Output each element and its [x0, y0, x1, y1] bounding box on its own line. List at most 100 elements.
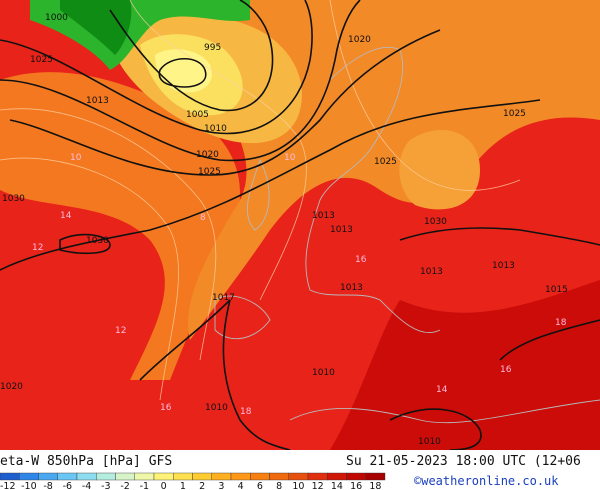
theta-label: 18 — [240, 407, 252, 417]
colorbar-cell — [230, 472, 251, 481]
colorbar-cell — [173, 472, 193, 481]
colorbar-label: -6 — [63, 481, 72, 490]
isobar — [399, 227, 600, 246]
isobar — [389, 408, 482, 451]
theta-line — [0, 157, 179, 401]
footer-bg — [0, 450, 600, 490]
isobar-label: 1013 — [340, 283, 363, 293]
coastline — [214, 158, 271, 340]
isobar-label: 1017 — [212, 293, 235, 303]
isobar-label: 1020 — [0, 382, 23, 392]
theta-label: 14 — [436, 385, 448, 395]
field-light-orange — [399, 130, 480, 210]
theta-line — [0, 108, 217, 361]
colorbar-label: -4 — [82, 481, 91, 490]
isobar-label: 1013 — [492, 261, 515, 271]
colorbar-label: -2 — [120, 481, 129, 490]
isobar-label: 1015 — [545, 285, 568, 295]
colorbar-label: -10 — [21, 481, 37, 490]
isobar — [222, 299, 291, 451]
isobar-label: 1030 — [424, 217, 447, 227]
colorbar-label: -1 — [140, 481, 149, 490]
colorbar-cell — [134, 472, 155, 481]
colorbar-cell — [115, 472, 135, 481]
colorbar-cell — [269, 472, 289, 481]
colorbar-cell — [96, 472, 116, 481]
colorbar-label: 10 — [292, 481, 304, 490]
theta-label: 16 — [500, 365, 512, 375]
colorbar-label: -3 — [101, 481, 110, 490]
colorbar-label: 4 — [238, 481, 244, 490]
isobar-label: 1025 — [198, 167, 221, 177]
isobar — [158, 57, 207, 88]
colorbar-label: 14 — [331, 481, 343, 490]
isobar-label: 1013 — [420, 267, 443, 277]
colorbar-label: 3 — [218, 481, 224, 490]
isobar — [59, 233, 111, 255]
isobar-label: 1010 — [205, 403, 228, 413]
colorbar-cell — [250, 472, 270, 481]
valid-time: Su 21-05-2023 18:00 UTC (12+06 — [346, 454, 581, 469]
colorbar-cell — [57, 472, 78, 481]
colorbar-cell — [153, 472, 174, 481]
theta-line — [329, 0, 521, 191]
isobar-label: 1020 — [348, 35, 371, 45]
theta-label: 16 — [160, 403, 172, 413]
colorbar-cell — [288, 472, 309, 481]
isobar-label: 995 — [204, 43, 221, 53]
isobar — [0, 0, 361, 162]
isobar-label: 1025 — [30, 55, 53, 65]
theta-label: 12 — [115, 326, 126, 336]
isobar-label: 1013 — [330, 225, 353, 235]
isobar-label: 1010 — [418, 437, 441, 447]
colorbar-cell — [76, 472, 97, 481]
isobar — [0, 99, 541, 271]
isobar-label: 1000 — [45, 13, 68, 23]
isobar — [9, 29, 441, 176]
colorbar-cell — [38, 472, 58, 481]
colorbar-cell — [192, 472, 212, 481]
colorbar-cell — [307, 472, 328, 481]
isobar-label: 1025 — [374, 157, 397, 167]
colorbar-label: 16 — [350, 481, 362, 490]
colorbar-label: 12 — [312, 481, 324, 490]
isobar-label: 1013 — [86, 96, 109, 106]
colorbar-label: -8 — [43, 481, 52, 490]
colorbar-label: 0 — [161, 481, 167, 490]
isobar-label: 1013 — [312, 211, 335, 221]
isobar-label: 1025 — [503, 109, 526, 119]
isobar — [499, 319, 600, 361]
colorbar: -12 -10 -8 -6 -4 -3 -2 -1 0 1 2 3 4 6 8 10 12 14 16 18 — [0, 472, 386, 490]
theta-label: 12 — [32, 243, 43, 253]
isobar — [109, 0, 274, 112]
field-warm — [330, 280, 600, 450]
isobar-label: 1010 — [204, 124, 227, 134]
colorbar-label: -12 — [0, 481, 16, 490]
colorbar-label: 8 — [276, 481, 282, 490]
isobar — [139, 299, 231, 381]
colorbar-cell — [346, 472, 366, 481]
colorbar-cell — [327, 472, 347, 481]
colorbar-cell — [211, 472, 232, 481]
isobar-label: 1005 — [186, 110, 209, 120]
theta-label: 10 — [70, 153, 82, 163]
coastline — [289, 399, 600, 424]
theta-label: 16 — [355, 255, 367, 265]
colorbar-label: 6 — [257, 481, 263, 490]
theta-label: 14 — [60, 211, 72, 221]
isobar-label: 1030 — [2, 194, 25, 204]
theta-label: 18 — [555, 318, 567, 328]
colorbar-label: 18 — [369, 481, 381, 490]
isobar — [0, 0, 313, 135]
map-title: eta-W 850hPa [hPa] GFS — [0, 454, 172, 469]
colorbar-label: 1 — [180, 481, 186, 490]
isobar-label: 1010 — [312, 368, 335, 378]
theta-label: 8 — [200, 213, 206, 223]
credit: ©weatheronline.co.uk — [414, 474, 559, 488]
colorbar-label: 2 — [199, 481, 205, 490]
isobar-label: 1020 — [196, 150, 219, 160]
field-dark-green — [60, 0, 132, 55]
